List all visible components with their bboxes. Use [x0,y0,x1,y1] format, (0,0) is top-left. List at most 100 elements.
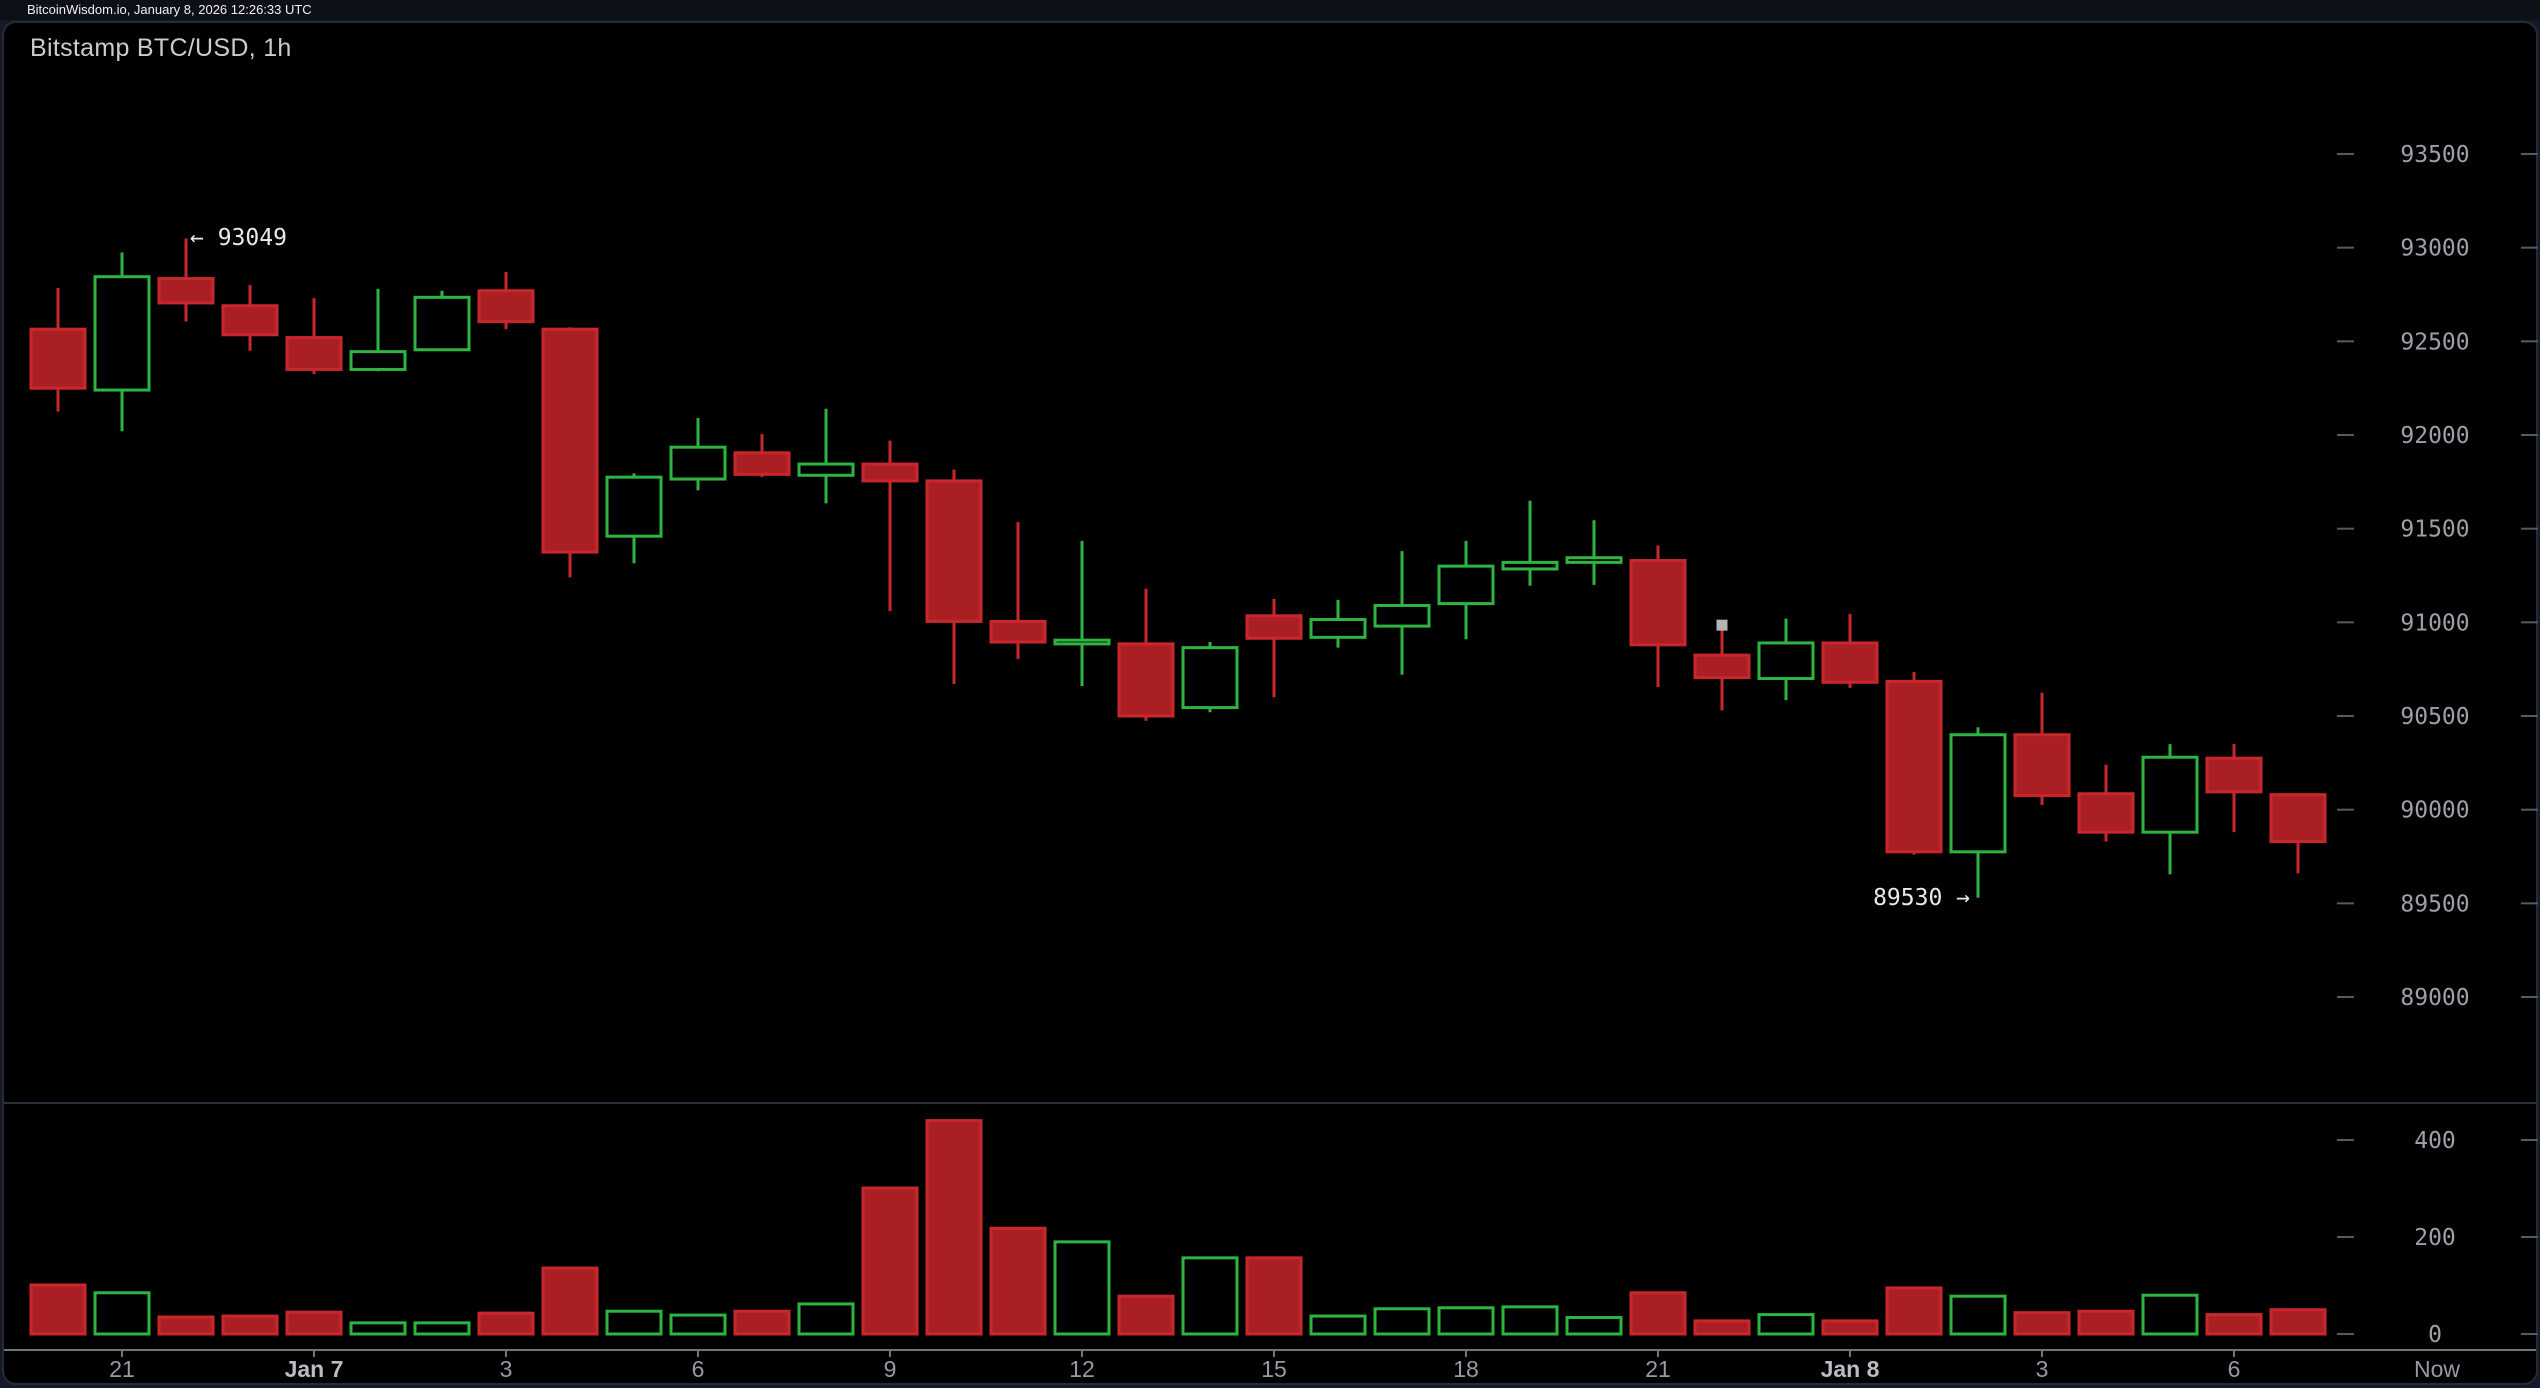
chart-panel [2,21,2538,1385]
volume-bar [1757,1313,1815,1336]
time-axis-label: 6 [692,1356,705,1382]
volume-bar [1309,1314,1367,1336]
volume-bar [1181,1256,1239,1336]
volume-bar [605,1309,663,1336]
price-tick-left [2337,434,2354,437]
volume-bar [1501,1305,1559,1336]
candle-body [29,327,87,390]
candle-body [93,275,151,392]
volume-tick-left [2337,1139,2354,1141]
candle-body [1373,603,1431,628]
trade-marker [1716,619,1728,631]
time-axis-label: 21 [109,1356,135,1382]
volume-bar [1629,1291,1687,1336]
time-axis-label: 12 [1069,1356,1095,1382]
price-tick-left [2337,153,2354,155]
candle-body [2205,756,2263,794]
candle-body [1309,618,1367,639]
price-tick-left [2337,340,2354,343]
volume-bar [1693,1319,1751,1336]
volume-bar [1885,1286,1943,1336]
time-tick [697,1350,699,1357]
time-axis-label: 3 [2036,1356,2049,1382]
price-tick-right [2521,434,2538,437]
volume-bar [669,1313,727,1336]
candle-body [1117,642,1175,718]
time-tick [1081,1350,1083,1357]
volume-bar [29,1283,87,1336]
time-tick [121,1350,123,1357]
time-axis-label: 21 [1645,1356,1671,1382]
candle-body [221,304,279,337]
candle-body [1565,556,1623,564]
candle-body [733,451,791,476]
volume-tick-right [2521,1236,2538,1238]
candle-body [1757,641,1815,681]
price-tick-right [2521,621,2538,624]
price-tick-left [2337,621,2354,624]
candle-body [157,277,215,305]
annotation-high-price: ← 93049 [190,225,287,252]
candle-body [1501,560,1559,571]
candle-body [2269,793,2327,844]
volume-axis-label: 400 [2414,1128,2456,1154]
volume-bar [2077,1309,2135,1336]
time-axis-label: 18 [1453,1356,1479,1382]
price-axis-label: 89000 [2400,985,2469,1011]
candle-body [861,462,919,483]
price-tick-right [2521,715,2538,718]
volume-bar [1053,1240,1111,1336]
candle-body [1693,653,1751,680]
volume-bar [1437,1306,1495,1336]
candle-body [797,462,855,477]
volume-bar [157,1315,215,1336]
time-axis-label: 6 [2228,1356,2241,1382]
candle-body [2141,755,2199,834]
volume-bar [797,1302,855,1336]
price-axis-label: 92500 [2400,329,2469,355]
volume-bar [1821,1319,1879,1336]
time-tick [1273,1350,1275,1357]
volume-tick-left [2337,1236,2354,1238]
candle-body [669,445,727,481]
price-axis-label: 89500 [2400,891,2469,917]
price-tick-right [2521,246,2538,249]
price-axis-label: 91000 [2400,610,2469,636]
time-tick [2233,1350,2235,1357]
volume-bar [349,1321,407,1336]
candle-body [989,619,1047,644]
price-tick-right [2521,153,2538,155]
price-tick-right [2521,340,2538,343]
price-tick-left [2337,996,2354,999]
price-axis-label: 90500 [2400,704,2469,730]
price-tick-left [2337,902,2354,905]
candle-body [2013,733,2071,798]
time-tick [889,1350,891,1357]
volume-bar [413,1321,471,1336]
volume-bar [1565,1316,1623,1336]
volume-bar [861,1186,919,1336]
price-tick-right [2521,808,2538,811]
volume-bar [733,1309,791,1336]
time-tick [1657,1350,1659,1357]
volume-bar [925,1119,983,1336]
volume-bar [1949,1294,2007,1336]
time-axis-label: Jan 8 [1821,1356,1880,1382]
candle-body [925,479,983,623]
price-tick-right [2521,996,2538,999]
price-tick-left [2337,808,2354,811]
price-tick-right [2521,527,2538,530]
chart-title: Bitstamp BTC/USD, 1h [30,34,292,62]
price-tick-left [2337,527,2354,530]
volume-bar [93,1291,151,1336]
price-axis-label: 93500 [2400,142,2469,168]
volume-bar [2141,1293,2199,1336]
candle-body [1885,679,1943,854]
candle-body [1949,733,2007,854]
time-axis-label: 9 [884,1356,897,1382]
volume-bar [221,1314,279,1336]
volume-bar [2205,1313,2263,1336]
volume-axis-label: 0 [2428,1322,2442,1348]
candle-body [605,475,663,538]
